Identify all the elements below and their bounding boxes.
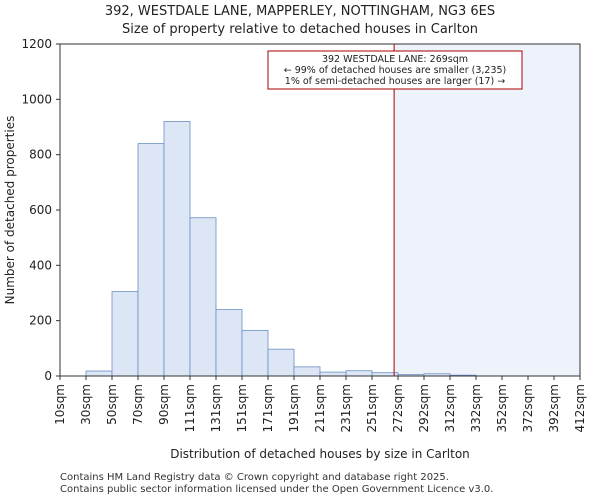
x-tick-label: 412sqm [573, 384, 587, 432]
x-tick-label: 312sqm [443, 384, 457, 432]
x-tick-label: 251sqm [365, 384, 379, 432]
x-axis-label: Distribution of detached houses by size … [170, 447, 470, 461]
x-tick-label: 151sqm [235, 384, 249, 432]
highlight-region [394, 44, 580, 376]
histogram-bar [345, 370, 373, 377]
x-tick-label: 30sqm [79, 384, 93, 425]
x-tick-label: 332sqm [469, 384, 483, 432]
y-tick-label: 400 [29, 258, 52, 272]
y-tick-label: 800 [29, 148, 52, 162]
histogram-bar [189, 217, 217, 377]
annotation-line-3: 1% of semi-detached houses are larger (1… [285, 76, 505, 87]
y-tick-label: 1200 [21, 37, 52, 51]
histogram-bar [319, 371, 347, 377]
histogram-bar [163, 121, 191, 377]
x-tick-label: 50sqm [105, 384, 119, 425]
y-tick-label: 1000 [21, 92, 52, 106]
histogram-bar [111, 291, 139, 377]
chart-subtitle: Size of property relative to detached ho… [121, 22, 479, 37]
footer-line-1: Contains HM Land Registry data © Crown c… [60, 472, 449, 483]
x-tick-label: 372sqm [521, 384, 535, 432]
x-tick-label: 171sqm [261, 384, 275, 432]
footer-line-2: Contains public sector information licen… [60, 484, 494, 495]
x-tick-label: 211sqm [313, 384, 327, 432]
y-tick-label: 600 [29, 203, 52, 217]
annotation-line-1: 392 WESTDALE LANE: 269sqm [322, 54, 468, 65]
histogram-bar [241, 329, 269, 377]
histogram-bar [267, 348, 295, 377]
histogram-bar [215, 309, 243, 377]
annotation-line-2: ← 99% of detached houses are smaller (3,… [284, 65, 507, 76]
x-tick-label: 10sqm [53, 384, 67, 425]
x-tick-label: 191sqm [287, 384, 301, 432]
y-axis-label: Number of detached properties [3, 116, 17, 305]
x-tick-label: 392sqm [547, 384, 561, 432]
x-tick-label: 111sqm [183, 384, 197, 432]
x-tick-label: 292sqm [417, 384, 431, 432]
x-tick-label: 90sqm [157, 384, 171, 425]
histogram-bar [85, 370, 113, 377]
annotation-box [267, 50, 523, 90]
x-tick-label: 70sqm [131, 384, 145, 425]
x-tick-label: 231sqm [339, 384, 353, 432]
y-tick-label: 200 [29, 314, 52, 328]
histogram-bar [137, 143, 165, 377]
y-tick-label: 0 [44, 369, 52, 383]
x-tick-label: 352sqm [495, 384, 509, 432]
chart-title: 392, WESTDALE LANE, MAPPERLEY, NOTTINGHA… [104, 4, 496, 19]
x-tick-label: 272sqm [391, 384, 405, 432]
histogram-bar [293, 366, 321, 377]
x-tick-label: 131sqm [209, 384, 223, 432]
